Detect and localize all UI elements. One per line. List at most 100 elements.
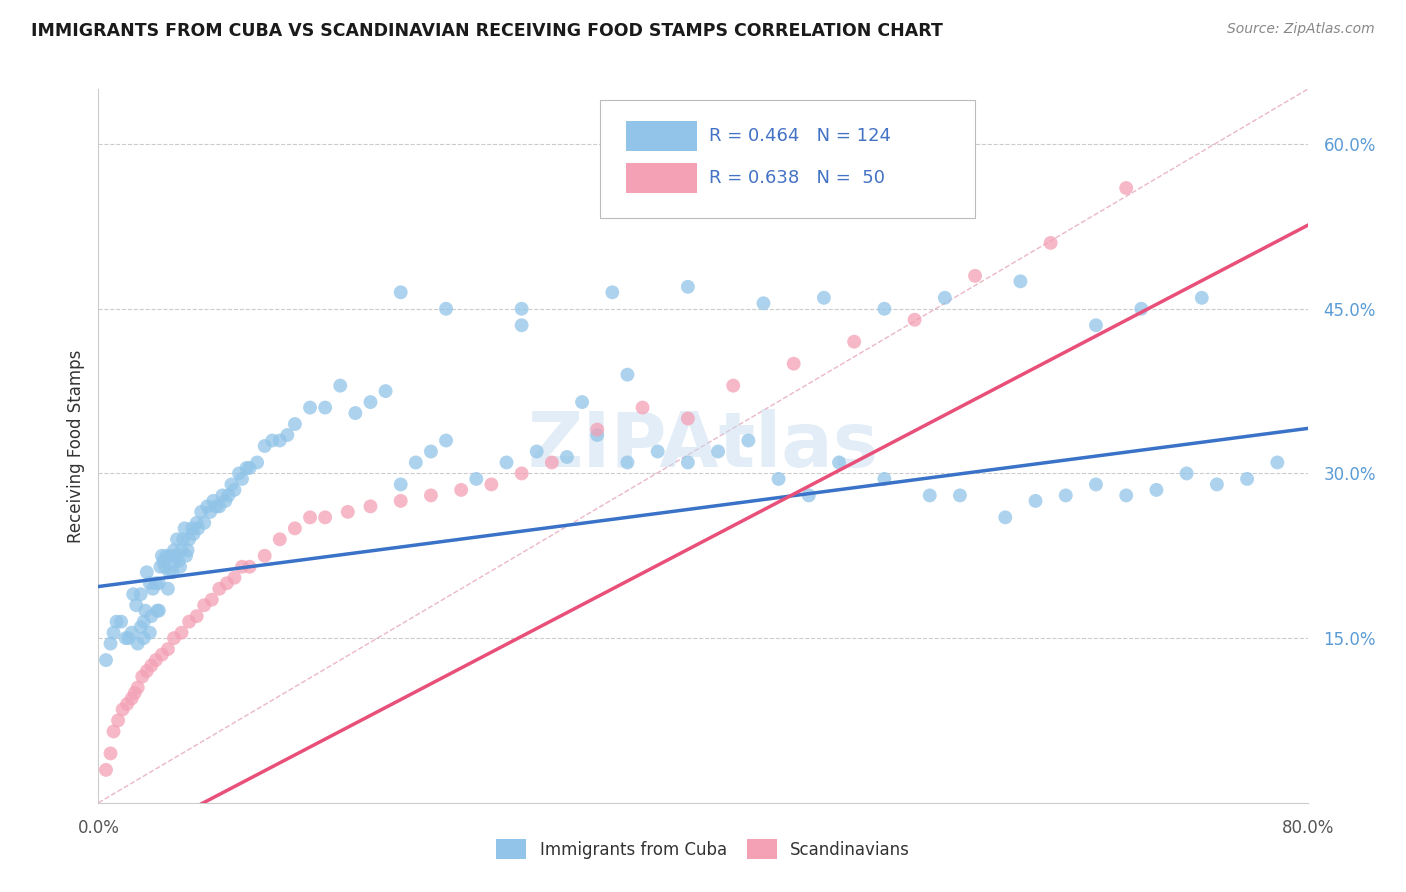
Point xyxy=(1236,472,1258,486)
Point xyxy=(239,461,262,475)
Text: IMMIGRANTS FROM CUBA VS SCANDINAVIAN RECEIVING FOOD STAMPS CORRELATION CHART: IMMIGRANTS FROM CUBA VS SCANDINAVIAN REC… xyxy=(31,22,943,40)
Point xyxy=(510,301,533,316)
Point xyxy=(1010,274,1032,288)
Point xyxy=(201,592,224,607)
Point xyxy=(132,631,155,645)
Point xyxy=(269,533,291,547)
FancyBboxPatch shape xyxy=(626,163,697,194)
Point xyxy=(170,625,193,640)
Point xyxy=(208,500,231,514)
Point xyxy=(146,604,169,618)
Point xyxy=(163,543,186,558)
Point xyxy=(526,444,548,458)
Point xyxy=(450,483,472,497)
Point xyxy=(918,488,941,502)
Point xyxy=(228,467,250,481)
Point xyxy=(540,455,562,469)
Point xyxy=(145,653,167,667)
Point xyxy=(1054,488,1077,502)
Point xyxy=(934,291,956,305)
Point xyxy=(434,434,457,448)
Point xyxy=(994,510,1017,524)
Point xyxy=(159,566,181,580)
Point xyxy=(284,521,307,535)
Point xyxy=(135,664,157,678)
Point xyxy=(374,384,396,398)
Point xyxy=(187,521,209,535)
Point xyxy=(1206,477,1229,491)
Point xyxy=(129,587,152,601)
Point xyxy=(142,582,165,596)
Point xyxy=(103,724,125,739)
Point xyxy=(904,312,927,326)
Point xyxy=(1085,318,1108,333)
Text: R = 0.638   N =  50: R = 0.638 N = 50 xyxy=(709,169,884,187)
Point xyxy=(420,488,443,502)
Point xyxy=(420,444,443,458)
Point xyxy=(131,669,153,683)
Point xyxy=(148,604,170,618)
Point xyxy=(1175,467,1198,481)
Point xyxy=(183,526,205,541)
Point xyxy=(94,653,117,667)
Point xyxy=(707,444,730,458)
Point xyxy=(217,488,239,502)
Point xyxy=(1024,494,1046,508)
Point xyxy=(336,505,359,519)
Point xyxy=(276,428,298,442)
Point xyxy=(193,598,215,612)
Point xyxy=(235,461,257,475)
Point xyxy=(1085,477,1108,491)
Point xyxy=(616,368,638,382)
Point xyxy=(676,280,699,294)
Point xyxy=(1267,455,1289,469)
Point xyxy=(166,533,188,547)
Point xyxy=(94,763,117,777)
Point xyxy=(100,637,122,651)
Point xyxy=(200,505,222,519)
Text: R = 0.464   N = 124: R = 0.464 N = 124 xyxy=(709,127,891,145)
Point xyxy=(150,648,173,662)
Point xyxy=(208,582,231,596)
Point xyxy=(631,401,654,415)
Point xyxy=(174,549,197,563)
Point xyxy=(145,576,167,591)
Point xyxy=(389,494,412,508)
Point xyxy=(602,285,624,300)
Point xyxy=(167,554,190,568)
Point xyxy=(160,549,183,563)
Point xyxy=(129,620,152,634)
Point xyxy=(231,559,253,574)
Point xyxy=(723,378,745,392)
Point xyxy=(737,434,759,448)
Point xyxy=(221,477,243,491)
Point xyxy=(510,318,533,333)
Point xyxy=(239,559,262,574)
Point xyxy=(172,533,194,547)
Point xyxy=(115,697,138,711)
Point xyxy=(176,543,198,558)
Point xyxy=(125,598,148,612)
Point xyxy=(616,455,638,469)
Point xyxy=(1115,181,1137,195)
Point xyxy=(186,609,208,624)
Point xyxy=(1115,488,1137,502)
Point xyxy=(253,439,276,453)
Point xyxy=(314,510,336,524)
Point xyxy=(211,488,233,502)
Point xyxy=(262,434,284,448)
Point xyxy=(118,631,141,645)
Point xyxy=(405,455,427,469)
Point xyxy=(1130,301,1153,316)
Point xyxy=(127,681,149,695)
Point xyxy=(152,554,174,568)
Point xyxy=(134,604,156,618)
Point xyxy=(246,455,269,469)
Point xyxy=(1039,235,1062,250)
Point xyxy=(844,334,866,349)
Point xyxy=(676,411,699,425)
Point xyxy=(813,291,835,305)
Point xyxy=(121,691,143,706)
Point xyxy=(434,301,457,316)
Point xyxy=(121,625,143,640)
